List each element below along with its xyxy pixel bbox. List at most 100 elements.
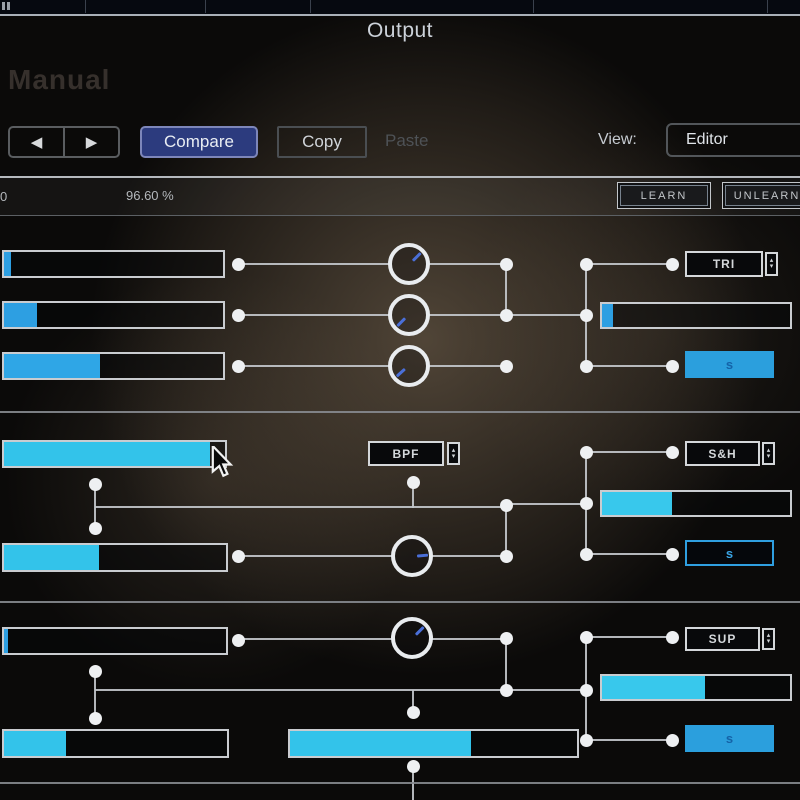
mod1-output-slider[interactable] xyxy=(600,302,792,329)
knob-pointer-icon xyxy=(396,368,407,378)
sync-button-2[interactable]: s xyxy=(685,540,774,566)
wire xyxy=(244,314,390,316)
wire xyxy=(428,365,506,367)
wire xyxy=(244,555,393,557)
patch-node xyxy=(580,631,593,644)
corner-tick-icon xyxy=(2,2,5,10)
wire xyxy=(506,503,588,505)
mod3-output-slider[interactable] xyxy=(600,674,792,701)
unlearn-button[interactable]: UNLEARN xyxy=(722,182,800,209)
wire xyxy=(244,263,390,265)
slider-fill xyxy=(602,676,706,699)
patch-node xyxy=(89,712,102,725)
slider-fill xyxy=(4,303,37,327)
mod3-slider-3[interactable] xyxy=(288,729,579,758)
mod2-output-slider[interactable] xyxy=(600,490,792,517)
patch-node xyxy=(89,522,102,535)
preset-nav-group: ◀ ▶ xyxy=(8,126,120,158)
view-label: View: xyxy=(598,131,637,148)
patch-node xyxy=(580,734,593,747)
mod2-slider-2[interactable] xyxy=(2,543,228,572)
patch-node xyxy=(500,550,513,563)
section-divider xyxy=(0,411,800,413)
wire xyxy=(590,739,670,741)
stepper-up-icon: ▴ xyxy=(766,446,771,454)
stepper-control[interactable]: ▴ ▾ xyxy=(762,628,775,650)
knob-pointer-icon xyxy=(411,251,422,262)
patch-node xyxy=(500,309,513,322)
band-border xyxy=(0,176,800,178)
stepper-down-icon: ▾ xyxy=(766,452,771,460)
slider-fill xyxy=(602,304,614,327)
slider-fill xyxy=(4,252,11,276)
section-divider xyxy=(0,601,800,603)
wave-select-lfo1[interactable]: TRI xyxy=(685,251,763,277)
slider-fill xyxy=(4,354,101,378)
section-divider xyxy=(0,782,800,784)
view-select[interactable]: Editor xyxy=(666,123,800,157)
mod1-slider-2[interactable] xyxy=(2,301,225,329)
strip-divider xyxy=(0,14,800,16)
stepper-down-icon: ▾ xyxy=(766,638,771,645)
patch-node xyxy=(666,734,679,747)
sync-button-1[interactable]: s xyxy=(685,351,774,378)
mod1-slider-1[interactable] xyxy=(2,250,225,278)
stepper-up-icon: ▴ xyxy=(769,257,774,264)
mod1-slider-3[interactable] xyxy=(2,352,225,380)
compare-button[interactable]: Compare xyxy=(140,126,258,158)
patch-node xyxy=(666,631,679,644)
patch-node xyxy=(580,258,593,271)
wire xyxy=(95,506,507,508)
top-tab-strip xyxy=(0,0,800,14)
mod3-slider-1[interactable] xyxy=(2,627,228,655)
tab-separator xyxy=(767,0,768,13)
wire xyxy=(412,690,414,714)
stepper-control[interactable]: ▴ ▾ xyxy=(762,442,775,465)
mod1-knob-3[interactable] xyxy=(388,345,430,387)
wire xyxy=(590,553,670,555)
tab-separator xyxy=(533,0,534,13)
patch-node xyxy=(407,706,420,719)
knob-pointer-icon xyxy=(416,553,429,558)
learn-button[interactable]: LEARN xyxy=(617,182,711,209)
knob-pointer-icon xyxy=(414,625,425,636)
mod3-knob[interactable] xyxy=(391,617,433,659)
paste-button[interactable]: Paste xyxy=(385,131,429,150)
mod2-slider-1[interactable] xyxy=(2,440,227,468)
patch-node xyxy=(580,497,593,510)
patch-node xyxy=(500,632,513,645)
stepper-down-icon: ▾ xyxy=(769,263,774,270)
slider-fill xyxy=(4,629,9,653)
mod2-knob[interactable] xyxy=(391,535,433,577)
wire xyxy=(590,365,670,367)
corner-tick-icon xyxy=(7,2,10,10)
filter-type-select[interactable]: BPF xyxy=(368,441,444,466)
patch-node xyxy=(580,684,593,697)
mod3-slider-2[interactable] xyxy=(2,729,229,758)
wire xyxy=(412,480,414,508)
sync-button-3[interactable]: s xyxy=(685,725,774,752)
wave-select-lfo3[interactable]: SUP xyxy=(685,627,760,651)
stepper-control[interactable]: ▴ ▾ xyxy=(765,252,778,276)
patch-node xyxy=(500,499,513,512)
prev-preset-button[interactable]: ◀ xyxy=(10,128,63,156)
mouse-cursor-icon xyxy=(211,446,234,478)
copy-button[interactable]: Copy xyxy=(277,126,367,158)
patch-node xyxy=(232,550,245,563)
wire xyxy=(431,555,508,557)
slider-fill xyxy=(4,731,67,756)
stepper-down-icon: ▾ xyxy=(451,452,456,460)
manual-menu[interactable]: Manual xyxy=(8,64,111,95)
stepper-control[interactable]: ▴ ▾ xyxy=(447,442,460,465)
patch-node xyxy=(407,476,420,489)
wave-select-lfo2[interactable]: S&H xyxy=(685,441,760,466)
next-preset-button[interactable]: ▶ xyxy=(65,128,118,156)
slider-fill xyxy=(290,731,471,756)
patch-node xyxy=(500,258,513,271)
mod1-knob-2[interactable] xyxy=(388,294,430,336)
tab-separator xyxy=(85,0,86,13)
patch-node xyxy=(580,548,593,561)
patch-node xyxy=(407,760,420,773)
mod1-knob-1[interactable] xyxy=(388,243,430,285)
